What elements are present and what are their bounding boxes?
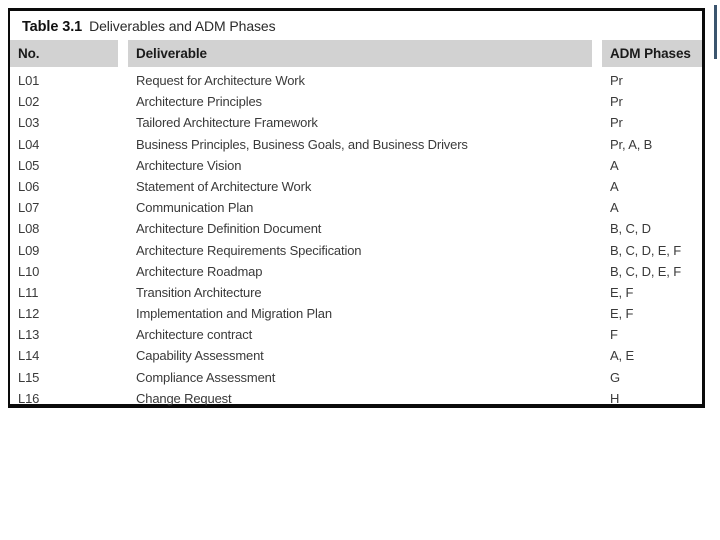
row-phases: Pr — [610, 115, 623, 131]
row-no: L05 — [18, 157, 40, 173]
deliverables-table: Table 3.1 Deliverables and ADM Phases No.… — [8, 8, 705, 408]
row-deliverable: Compliance Assessment — [136, 369, 276, 385]
row-no: L08 — [18, 221, 40, 237]
clipped-slide-object-edge — [714, 5, 717, 59]
row-deliverable: Statement of Architecture Work — [136, 178, 312, 194]
row-no: L07 — [18, 200, 40, 216]
table-row: L10 Architecture Roadmap B, C, D, E, F — [10, 261, 702, 282]
row-deliverable: Communication Plan — [136, 200, 254, 216]
row-deliverable: Architecture contract — [136, 327, 253, 343]
row-no: L04 — [18, 136, 40, 152]
row-deliverable: Architecture Principles — [136, 94, 262, 110]
row-no: L12 — [18, 306, 40, 322]
header-cell-no: No. — [10, 40, 118, 67]
row-deliverable: Tailored Architecture Framework — [136, 115, 318, 131]
row-phases: G — [610, 369, 620, 385]
row-no: L02 — [18, 94, 40, 110]
row-deliverable: Architecture Definition Document — [136, 221, 322, 237]
row-phases: H — [610, 390, 620, 406]
row-no: L14 — [18, 348, 40, 364]
row-no: L03 — [18, 115, 40, 131]
table-caption: Table 3.1 Deliverables and ADM Phases — [10, 11, 702, 40]
row-deliverable: Architecture Requirements Specification — [136, 242, 362, 258]
row-no: L10 — [18, 263, 40, 279]
row-phases: Pr — [610, 94, 623, 110]
row-deliverable: Business Principles, Business Goals, and… — [136, 136, 468, 152]
row-no: L01 — [18, 73, 40, 88]
row-no: L16 — [18, 390, 40, 406]
table-row: L09 Architecture Requirements Specificat… — [10, 240, 702, 261]
table-row: L11 Transition Architecture E, F — [10, 282, 702, 303]
table-row: L02 Architecture Principles Pr — [10, 91, 702, 112]
row-no: L09 — [18, 242, 40, 258]
row-phases: A — [610, 157, 619, 173]
table-row: L08 Architecture Definition Document B, … — [10, 218, 702, 239]
row-phases: B, C, D — [610, 221, 651, 237]
table-row: L05 Architecture Vision A — [10, 155, 702, 176]
table-row: L01 Request for Architecture Work Pr — [10, 70, 702, 91]
row-phases: A — [610, 178, 619, 194]
row-deliverable: Implementation and Migration Plan — [136, 306, 332, 322]
table-number: Table 3.1 — [22, 19, 83, 35]
row-phases: B, C, D, E, F — [610, 263, 682, 279]
table-row: L16 Change Request H — [10, 388, 702, 409]
row-deliverable: Transition Architecture — [136, 284, 262, 300]
table-row: L13 Architecture contract F — [10, 324, 702, 345]
row-no: L11 — [18, 284, 39, 300]
row-deliverable: Change Request — [136, 390, 232, 406]
table-row: L15 Compliance Assessment G — [10, 367, 702, 388]
table-body: L01 Request for Architecture Work Pr L02… — [10, 67, 702, 409]
row-phases: B, C, D, E, F — [610, 242, 682, 258]
row-deliverable: Architecture Vision — [136, 157, 242, 173]
row-no: L15 — [18, 369, 40, 385]
row-deliverable: Architecture Roadmap — [136, 263, 263, 279]
row-phases: E, F — [610, 284, 634, 300]
row-phases: Pr, A, B — [610, 136, 653, 152]
row-phases: A — [610, 200, 619, 216]
row-no: L13 — [18, 327, 40, 343]
row-phases: Pr — [610, 73, 623, 88]
header-cell-adm-phases: ADM Phases — [602, 40, 702, 67]
table-title-text: Deliverables and ADM Phases — [89, 18, 276, 34]
table-row: L12 Implementation and Migration Plan E,… — [10, 303, 702, 324]
table-row: L04 Business Principles, Business Goals,… — [10, 134, 702, 155]
row-no: L06 — [18, 178, 40, 194]
row-deliverable: Request for Architecture Work — [136, 73, 305, 88]
row-deliverable: Capability Assessment — [136, 348, 264, 364]
table-row: L03 Tailored Architecture Framework Pr — [10, 112, 702, 133]
table-row: L07 Communication Plan A — [10, 197, 702, 218]
row-phases: F — [610, 327, 618, 343]
table-row: L06 Statement of Architecture Work A — [10, 176, 702, 197]
table-header-row: No. Deliverable ADM Phases — [10, 40, 702, 67]
row-phases: A, E — [610, 348, 634, 364]
header-cell-deliverable: Deliverable — [128, 40, 592, 67]
row-phases: E, F — [610, 306, 634, 322]
table-row: L14 Capability Assessment A, E — [10, 345, 702, 366]
